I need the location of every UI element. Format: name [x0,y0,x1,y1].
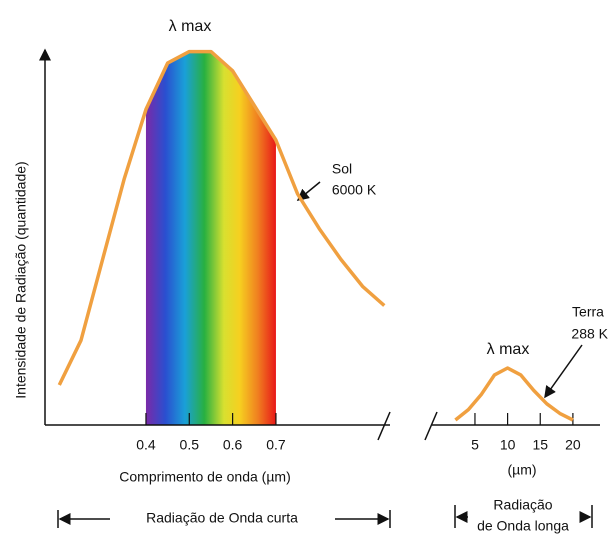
x-tick-label: 0.7 [266,437,286,453]
curve [57,49,386,386]
annotation: 288 K [571,326,608,342]
x-tick-label: 20 [565,437,581,453]
annotation: Sol [332,161,352,177]
axis-break [377,411,391,441]
spectrum-layer [145,51,276,425]
peak-label: λ max [169,18,212,35]
annotation: 6000 K [332,182,377,198]
band-label: Radiação de Onda curta [146,510,298,526]
x-tick-label: 15 [532,437,548,453]
annotation-arrow [544,344,583,399]
x-tick-label: 5 [471,437,479,453]
curve [454,366,574,422]
x-tick-label: 0.5 [180,437,200,453]
peak-label: λ max [487,341,530,358]
y-axis-label: Intensidade de Radiação (quantidade) [13,161,29,398]
x-tick-label: 10 [500,437,516,453]
axis-break [424,411,438,441]
x-tick-label: 0.4 [136,437,156,453]
x-axis-label: Comprimento de onda (µm) [119,469,290,485]
x-axis-label: (µm) [507,462,536,478]
x-tick-label: 0.6 [223,437,243,453]
band-label: Radiação [493,497,552,513]
band-label: de Onda longa [477,518,569,534]
annotation-arrow [296,181,321,201]
annotation: Terra [572,304,604,320]
spectrum [145,51,276,425]
